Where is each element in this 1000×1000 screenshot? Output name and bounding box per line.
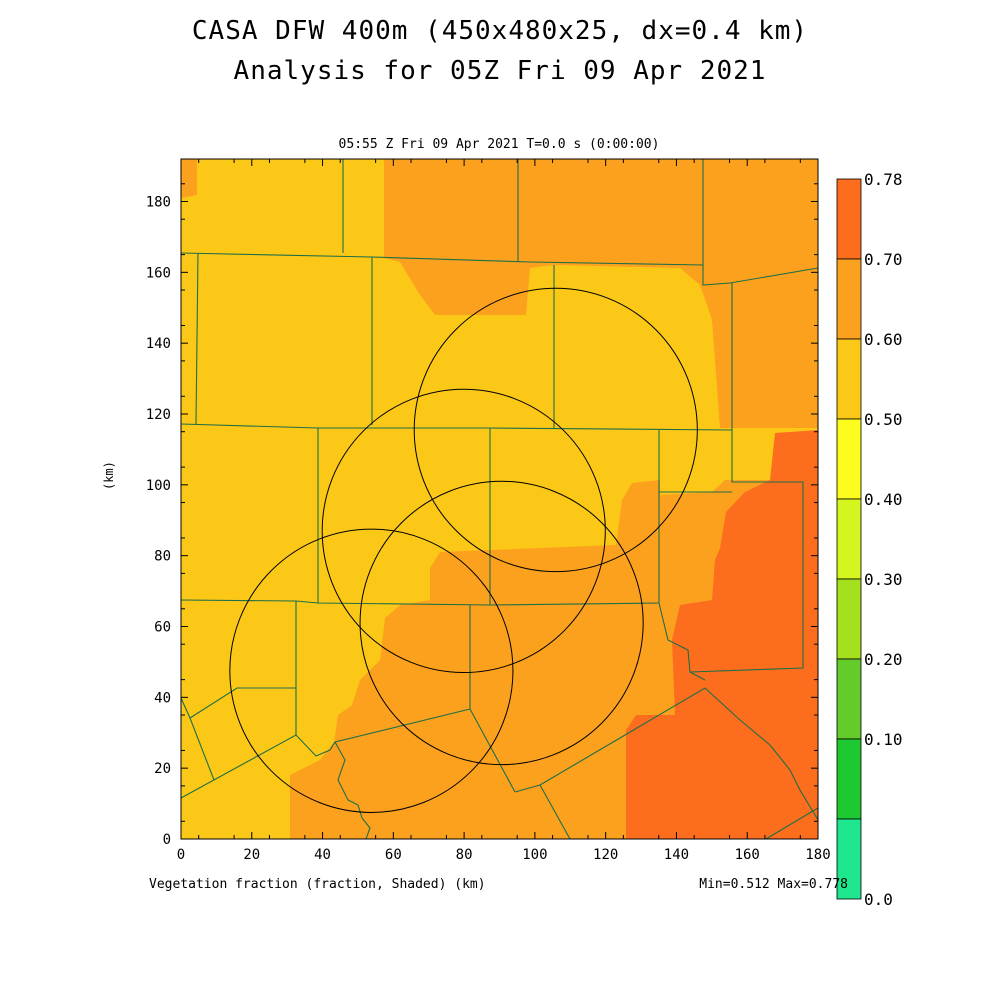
- colorbar-label: 0.40: [864, 490, 903, 509]
- colorbar-label: 0.10: [864, 730, 903, 749]
- county-boundaries: [181, 159, 818, 839]
- colorbar-segment: [836, 258, 862, 340]
- range-ring: [359, 480, 644, 766]
- colorbar-segment: [836, 418, 862, 500]
- x-tick-label: 120: [593, 847, 618, 863]
- county-boundary: [195, 252, 199, 425]
- x-tick-label: 160: [735, 847, 760, 863]
- radar-range-rings: [229, 287, 698, 813]
- x-tick-label: 180: [805, 847, 830, 863]
- colorbar-segment: [836, 498, 862, 580]
- y-tick-label: 180: [146, 195, 171, 211]
- x-tick-label: 20: [243, 847, 260, 863]
- colorbar-label: 0.20: [864, 650, 903, 669]
- colorbar: 0.78 0.70 0.60 0.50 0.40 0.30 0.20 0.10 0.0: [836, 170, 903, 909]
- y-tick-label: 40: [154, 690, 171, 706]
- range-ring: [321, 388, 606, 674]
- valid-time-label: 05:55 Z Fri 09 Apr 2021 T=0.0 s (0:00:00…: [338, 137, 660, 152]
- colorbar-label: 0.50: [864, 410, 903, 429]
- county-boundary: [189, 687, 296, 719]
- colorbar-segment: [836, 818, 862, 900]
- county-boundary: [334, 741, 371, 839]
- y-tick-label: 20: [154, 761, 171, 777]
- county-boundary: [181, 252, 704, 266]
- field-region-060-070-corner: [181, 159, 197, 198]
- county-boundary: [765, 807, 818, 839]
- colorbar-segment: [836, 338, 862, 420]
- plot-frame: [180, 158, 819, 840]
- county-boundary: [539, 687, 818, 821]
- county-boundary: [181, 708, 471, 799]
- range-ring: [413, 287, 698, 573]
- county-boundary: [181, 599, 660, 606]
- colorbar-label: 0.30: [864, 570, 903, 589]
- county-boundary: [658, 602, 706, 681]
- x-tick-label: 80: [456, 847, 473, 863]
- map-subtitle: Analysis for 05Z Fri 09 Apr 2021: [233, 56, 767, 86]
- field-region-070-078-east: [626, 430, 818, 839]
- county-boundary: [689, 283, 804, 673]
- colorbar-segment: [836, 738, 862, 820]
- colorbar-segment: [836, 658, 862, 740]
- colorbar-label: 0.70: [864, 250, 903, 269]
- map-title: CASA DFW 400m (450x480x25, dx=0.4 km): [191, 16, 809, 46]
- county-boundary: [702, 159, 818, 286]
- y-axis: 0 20 40 60 80 100 120 140 160 180: [146, 183, 818, 848]
- x-tick-label: 140: [664, 847, 689, 863]
- y-tick-label: 160: [146, 265, 171, 281]
- y-tick-label: 80: [154, 549, 171, 565]
- field-description-label: Vegetation fraction (fraction, Shaded) (…: [149, 877, 486, 892]
- x-axis: 0 20 40 60 80 100 120 140 160 180: [177, 159, 831, 863]
- colorbar-segment: [836, 178, 862, 260]
- colorbar-label: 0.78: [864, 170, 903, 189]
- y-tick-label: 120: [146, 407, 171, 423]
- x-tick-label: 100: [522, 847, 547, 863]
- vegetation-fraction-field: [181, 159, 818, 839]
- x-tick-label: 60: [385, 847, 402, 863]
- range-ring: [229, 528, 514, 813]
- y-tick-label: 140: [146, 336, 171, 352]
- min-max-label: Min=0.512 Max=0.778: [699, 877, 848, 892]
- y-tick-label: 100: [146, 478, 171, 494]
- colorbar-label: 0.60: [864, 330, 903, 349]
- county-boundary: [181, 423, 733, 431]
- y-tick-label: 60: [154, 620, 171, 636]
- field-region-060-070-north: [384, 159, 818, 428]
- x-tick-label: 0: [177, 847, 185, 863]
- y-tick-label: 0: [163, 832, 171, 848]
- x-tick-label: 40: [314, 847, 331, 863]
- colorbar-segment: [836, 578, 862, 660]
- colorbar-label: 0.0: [864, 890, 893, 909]
